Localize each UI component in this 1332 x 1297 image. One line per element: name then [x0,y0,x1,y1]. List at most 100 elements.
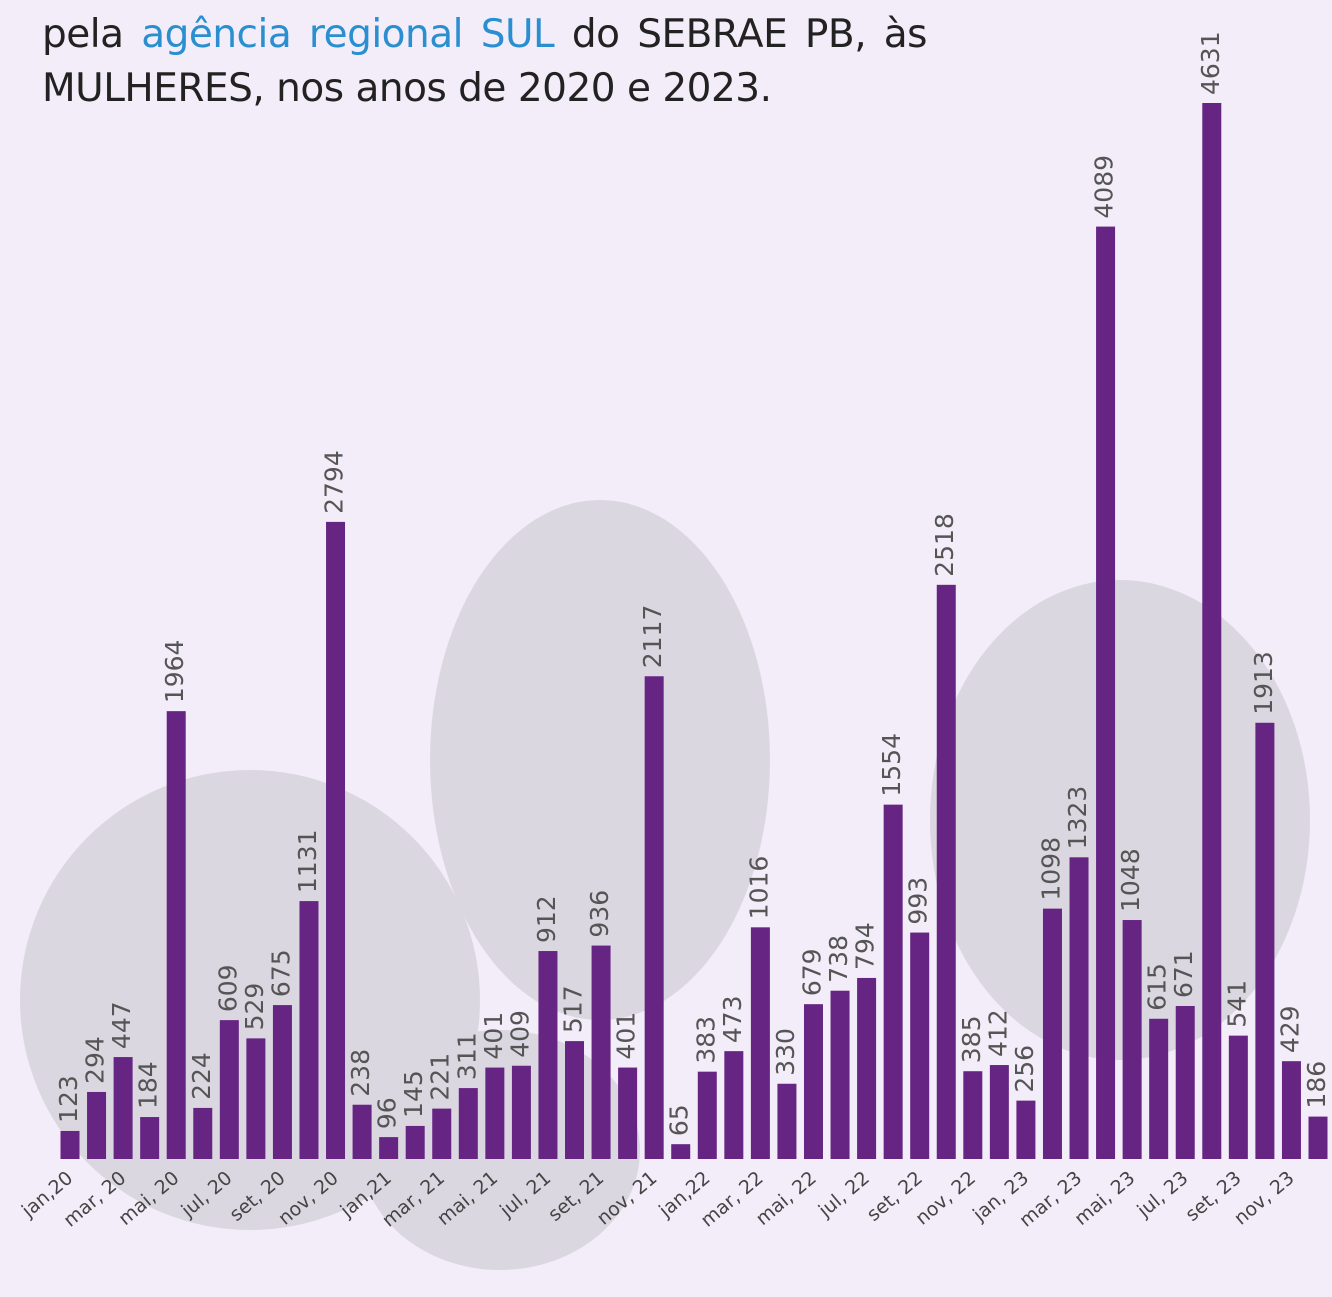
bar [565,1041,584,1159]
value-label: 1016 [744,856,773,920]
value-label: 429 [1275,1005,1304,1053]
bar [645,676,664,1159]
bar [114,1057,133,1159]
bar [1123,920,1142,1159]
bar [1070,857,1089,1159]
bar [1043,909,1062,1159]
value-label: 2518 [930,513,959,577]
bar [1309,1117,1328,1159]
value-label: 912 [532,895,561,943]
value-label: 794 [851,922,880,970]
value-label: 447 [107,1001,136,1049]
bar [220,1020,239,1159]
value-label: 615 [1143,963,1172,1011]
bar [193,1108,212,1159]
value-label: 1131 [293,829,322,893]
bar [910,933,929,1159]
bar [167,711,186,1159]
value-label: 383 [691,1016,720,1064]
value-label: 1554 [877,733,906,797]
value-label: 541 [1222,980,1251,1028]
value-label: 256 [1010,1045,1039,1093]
x-tick-label: mai, 23 [1070,1167,1139,1230]
bar [777,1084,796,1159]
value-label: 675 [266,949,295,997]
value-label: 311 [452,1032,481,1080]
bar [831,991,850,1159]
bar [804,1004,823,1159]
bar [1176,1006,1195,1159]
value-label: 936 [585,890,614,938]
value-label: 4089 [1090,155,1119,219]
value-label: 993 [904,877,933,925]
bar [937,585,956,1159]
value-label: 1048 [1116,848,1145,912]
x-tick-label: mai, 22 [752,1167,821,1230]
bar [857,978,876,1159]
bar [326,522,345,1159]
value-label: 123 [54,1075,83,1123]
bar [618,1068,637,1159]
value-label: 186 [1302,1061,1331,1109]
bar [1149,1019,1168,1159]
bar [724,1051,743,1159]
bar [273,1005,292,1159]
bar [592,946,611,1159]
value-label: 1964 [160,640,189,704]
bar [61,1131,80,1159]
bar [246,1038,265,1159]
value-label: 401 [479,1012,508,1060]
value-label: 401 [612,1012,641,1060]
bar [353,1105,372,1159]
bar [671,1144,690,1159]
value-label: 1913 [1249,651,1278,715]
x-tick-label: jul, 23 [1132,1167,1192,1222]
value-label: 221 [426,1053,455,1101]
value-label: 330 [771,1028,800,1076]
value-label: 671 [1169,950,1198,998]
value-label: 473 [718,995,747,1043]
value-label: 609 [213,964,242,1012]
value-label: 517 [559,985,588,1033]
chart: 123jan,20294447mar, 201841964mai, 202246… [0,0,1332,1297]
bar [1016,1101,1035,1159]
bar [1096,227,1115,1159]
page: {"chart_data": {"type": "bar", "title": … [0,0,1332,1297]
bar [406,1126,425,1159]
x-tick-label: jul, 22 [814,1167,874,1222]
value-label: 412 [983,1009,1012,1057]
bar [1282,1061,1301,1159]
bar [751,927,770,1159]
bar [432,1109,451,1159]
x-tick-label: nov, 23 [1230,1167,1299,1230]
value-label: 224 [187,1052,216,1100]
bar [1229,1036,1248,1159]
bar [459,1088,478,1159]
value-label: 529 [240,983,269,1031]
value-label: 2117 [638,605,667,669]
value-label: 2794 [320,450,349,514]
bar [538,951,557,1159]
x-tick-label: nov, 22 [911,1167,980,1230]
value-label: 145 [399,1070,428,1118]
bar [140,1117,159,1159]
bar [884,805,903,1159]
value-label: 1098 [1036,837,1065,901]
value-label: 294 [81,1036,110,1084]
bar [512,1066,531,1159]
value-label: 4631 [1196,31,1225,95]
value-label: 96 [373,1097,402,1129]
value-label: 385 [957,1015,986,1063]
bar [87,1092,106,1159]
value-label: 184 [134,1061,163,1109]
value-label: 1323 [1063,786,1092,850]
value-label: 679 [797,948,826,996]
bar [485,1068,504,1159]
value-label: 238 [346,1049,375,1097]
value-label: 65 [665,1104,694,1136]
bar [299,901,318,1159]
bar [1255,723,1274,1159]
bar [698,1072,717,1159]
bar [963,1071,982,1159]
value-label: 409 [505,1010,534,1058]
